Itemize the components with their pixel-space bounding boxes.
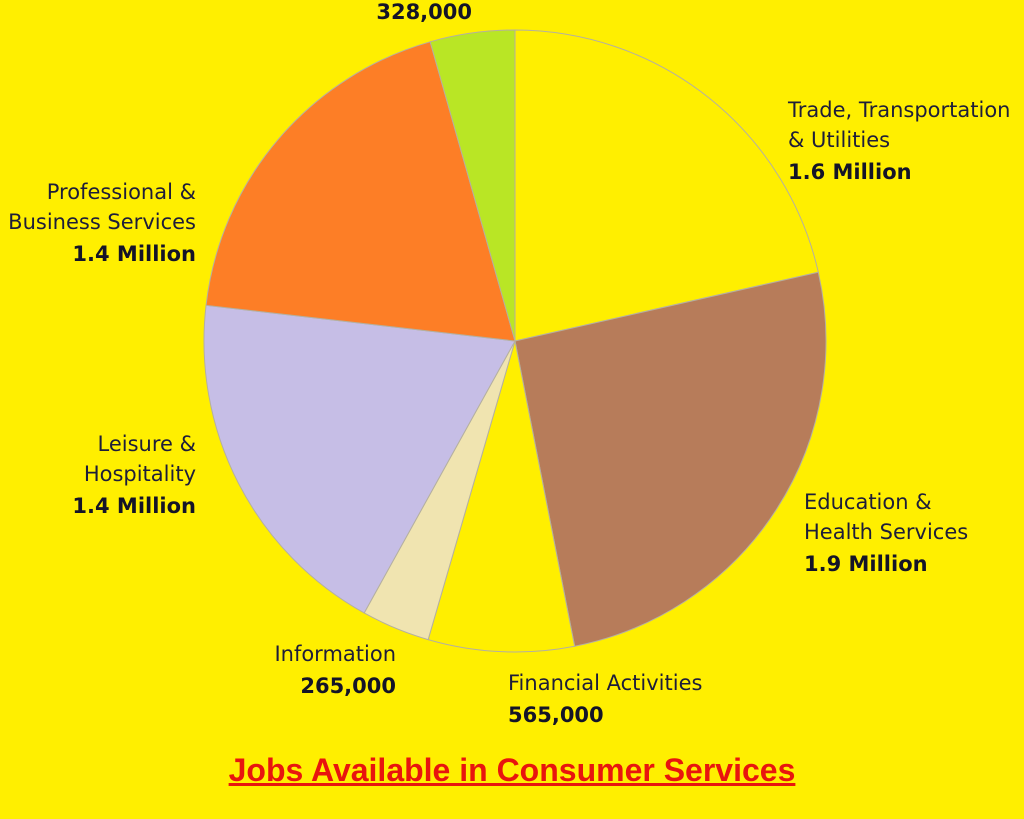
slice-label-line: Leisure &	[98, 432, 196, 456]
slice-label: Education & Health Services 1.9 Million	[804, 490, 968, 576]
slice-label-line: & Utilities	[788, 128, 890, 152]
slice-label: 328,000	[376, 0, 472, 24]
slice-label-line: Business Services	[8, 210, 196, 234]
slice-label: Financial Activities 565,000	[508, 671, 702, 727]
slice-label-line: Information	[274, 642, 396, 666]
pie-slices	[203, 29, 827, 653]
slice-label: Professional & Business Services 1.4 Milli…	[8, 180, 196, 266]
slice-label-line: Professional &	[47, 180, 196, 204]
slice-value-label: 265,000	[300, 674, 396, 698]
pie-slice	[203, 304, 516, 614]
pie-slice	[514, 271, 827, 647]
slice-label-line: Financial Activities	[508, 671, 702, 695]
slice-value-label: 1.4 Million	[72, 494, 196, 518]
slice-label-line: Hospitality	[84, 462, 196, 486]
slice-label-line: Education &	[804, 490, 932, 514]
pie-slice	[429, 29, 516, 342]
slice-label-line: Health Services	[804, 520, 968, 544]
slice-value-label: 565,000	[508, 703, 604, 727]
slice-label: Trade, Transportation & Utilities 1.6 Mill…	[787, 98, 1010, 184]
slice-value-label: 328,000	[376, 0, 472, 24]
pie-slice	[427, 340, 576, 653]
slice-label-line: Trade, Transportation	[787, 98, 1010, 122]
slice-value-label: 1.6 Million	[788, 160, 912, 184]
chart-title: Jobs Available in Consumer Services	[228, 752, 796, 788]
slice-label: Information 265,000	[274, 642, 396, 698]
pie-slice	[205, 41, 516, 342]
slice-label: Leisure & Hospitality 1.4 Million	[72, 432, 196, 518]
pie-labels: Trade, Transportation & Utilities 1.6 Mill…	[8, 0, 1010, 727]
slice-value-label: 1.9 Million	[804, 552, 928, 576]
slice-value-label: 1.4 Million	[72, 242, 196, 266]
pie-slice	[514, 29, 819, 342]
